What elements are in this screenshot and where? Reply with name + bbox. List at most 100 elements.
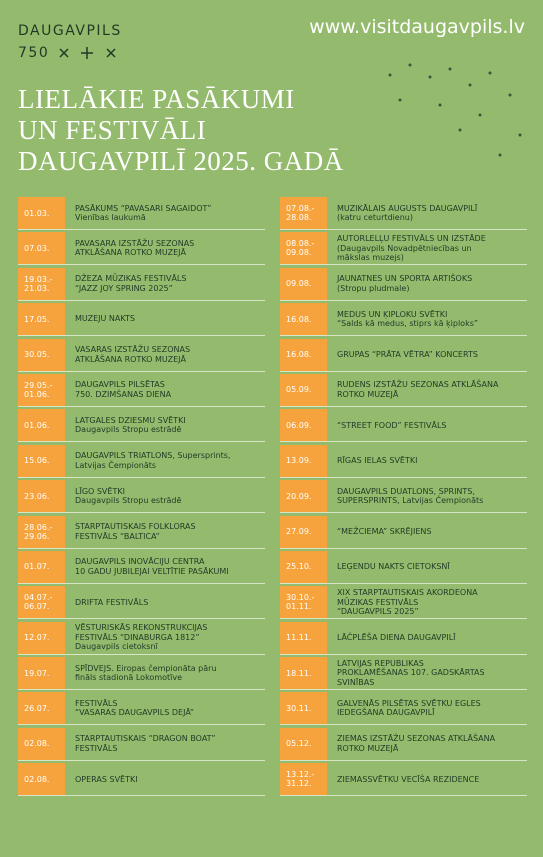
event-row: 27.09. “MEŽCIEMA” SKRĒJIENS (280, 515, 527, 549)
decoration (388, 63, 522, 157)
event-line: FESTIVĀLS “DINABURGA 1812” (75, 632, 200, 642)
event-line: DŽEZA MŪZIKAS FESTIVĀLS (75, 274, 187, 284)
event-row: 28.06.- 29.06. STARPTAUTISKAIS FOLKLORAS FE… (18, 515, 265, 549)
date: 30.10.- (286, 593, 315, 603)
date-box: 26.07. (18, 692, 65, 725)
date-box: 17.05. (18, 303, 65, 336)
event-text: LATGALES DZIESMU SVĒTKI Daugavpils Stropu… (65, 409, 265, 441)
date-box: 28.06.- 29.06. (18, 515, 65, 548)
event-line: AUTORLELĻU FESTIVĀLS UN IZSTĀDE (337, 234, 486, 244)
event-line: DRIFTA FESTIVĀLS (75, 597, 149, 607)
event-line: “STREET FOOD” FESTIVĀLS (337, 420, 447, 430)
date: 28.06.- (24, 522, 53, 532)
date: 01.03. (24, 208, 50, 218)
date-box: 01.06. (18, 409, 65, 442)
date: 11.11. (286, 633, 312, 643)
date: 12.07. (24, 633, 50, 643)
event-row: 06.09. “STREET FOOD” FESTIVĀLS (280, 409, 527, 443)
event-text: SPĪDVEJS. Eiropas čempionāta pāru fināls … (65, 657, 265, 689)
event-text: RUDENS IZSTĀŽU SEZONAS ATKLĀŠANA ROTKO MU… (327, 374, 527, 406)
event-text: DŽEZA MŪZIKAS FESTIVĀLS “JAZZ JOY SPRING … (65, 268, 265, 300)
date-box: 11.11. (280, 621, 327, 654)
event-text: AUTORLELĻU FESTIVĀLS UN IZSTĀDE (Daugavpi… (327, 232, 527, 264)
event-row: 11.11. LĀČPLĒŠA DIENA DAUGAVPILĪ (280, 621, 527, 655)
title-line: DAUGAVPILĪ 2025. GADĀ (18, 146, 344, 176)
event-line: JAUNATNES UN SPORTA ARTIŠOKS (337, 274, 473, 284)
event-text: “MEŽCIEMA” SKRĒJIENS (327, 516, 527, 548)
event-row: 01.03. PASĀKUMS “PAVASARI SAGAIDOT” Vienīb… (18, 197, 265, 230)
event-row: 07.08.- 28.08. MUZIKĀLAIS AUGUSTS DAUGAVPI… (280, 197, 527, 230)
event-line: MEDUS UN ĶIPLOKU SVĒTKI (337, 309, 448, 319)
event-text: RĪGAS IELAS SVĒTKI (327, 445, 527, 477)
event-line: Daugavpils Stropu estrādē (75, 425, 182, 435)
event-row: 19.07. SPĪDVEJS. Eiropas čempionāta pāru f… (18, 657, 265, 691)
event-row: 02.08. OPERAS SVĒTKI (18, 763, 265, 797)
date-box: 06.09. (280, 409, 327, 442)
date: 26.07. (24, 703, 50, 713)
event-line: PAVASARA IZSTĀŽU SEZONAS (75, 238, 195, 248)
event-line: LATVIJAS REPUBLIKAS (337, 658, 424, 668)
event-line: SUPERSPRINTS, Latvijas Čempionāts (337, 496, 484, 506)
event-line: IEDEGŠANA DAUGAVPILĪ (337, 708, 435, 718)
event-text: LATVIJAS REPUBLIKAS PROKLAMĒŠANAS 107. GA… (327, 657, 527, 689)
title-line: LIELĀKIE PASĀKUMI (18, 84, 295, 114)
event-text: STARPTAUTISKAIS “DRAGON BOAT” FESTIVĀLS (65, 728, 265, 760)
event-text: MUZEJU NAKTS (65, 303, 265, 335)
date-box: 27.09. (280, 515, 327, 548)
date: 21.03. (24, 283, 50, 293)
date: 19.03.- (24, 274, 53, 284)
event-line: FESTIVĀLS “BALTICA” (75, 531, 160, 541)
date: 07.08.- (286, 204, 315, 213)
date-box: 25.10. (280, 550, 327, 583)
date-box: 20.09. (280, 480, 327, 513)
logo-row: 750 (18, 42, 127, 64)
event-line: LĀČPLĒŠA DIENA DAUGAVPILĪ (337, 632, 456, 642)
date: 01.11. (286, 602, 312, 612)
event-text: XIX STARPTAUTISKAIS AKORDEONA MŪZIKAS FES… (327, 586, 527, 618)
event-row: 02.08. STARPTAUTISKAIS “DRAGON BOAT” FESTI… (18, 727, 265, 761)
event-text: OPERAS SVĒTKI (65, 763, 265, 795)
event-line: RUDENS IZSTĀŽU SEZONAS ATKLĀŠANA (337, 380, 499, 390)
event-row: 20.09. DAUGAVPILS DUATLONS, SPRINTS, SUPER… (280, 480, 527, 514)
event-line: “MEŽCIEMA” SKRĒJIENS (337, 526, 432, 536)
date: 09.08. (286, 248, 312, 258)
date: 30.05. (24, 350, 50, 360)
event-row: 17.05. MUZEJU NAKTS (18, 303, 265, 337)
event-text: MEDUS UN ĶIPLOKU SVĒTKI “Salds kā medus, … (327, 303, 527, 335)
event-row: 16.08. GRUPAS “PRĀTA VĒTRA” KONCERTS (280, 338, 527, 372)
date: 31.12. (286, 779, 312, 789)
event-row: 30.05. VASARAS IZSTĀŽU SEZONAS ATKLĀŠANA R… (18, 338, 265, 372)
event-line: STARPTAUTISKAIS FOLKLORAS (75, 522, 196, 532)
event-line: ATKLĀŠANA ROTKO MUZEJĀ (75, 354, 186, 364)
date-box: 30.10.- 01.11. (280, 586, 327, 619)
date: 15.06. (24, 456, 50, 466)
date-box: 29.05.- 01.06. (18, 373, 65, 406)
date: 09.08. (286, 279, 312, 289)
event-line: LEĢENDU NAKTS CIETOKSNĪ (337, 562, 450, 572)
event-text: DAUGAVPILS TRIATLONS, Supersprints, Latvi… (65, 445, 265, 477)
event-row: 01.07. DAUGAVPILS INOVĀCIJU CENTRA 10 GADU… (18, 550, 265, 584)
date-box: 19.07. (18, 657, 65, 690)
date: 20.09. (286, 491, 312, 501)
date-box: 02.08. (18, 763, 65, 796)
date-box: 16.08. (280, 303, 327, 336)
event-line: DAUGAVPILS PILSĒTAS (75, 380, 165, 390)
logo-icons (59, 47, 116, 59)
date: 05.09. (286, 385, 312, 395)
event-line: RĪGAS IELAS SVĒTKI (337, 455, 418, 465)
date: 19.07. (24, 668, 50, 678)
date-box: 02.08. (18, 727, 65, 760)
date: 07.03. (24, 243, 50, 253)
event-line: PROKLAMĒŠANAS 107. GADSKĀRTAS (337, 668, 485, 678)
event-row: 01.06. LATGALES DZIESMU SVĒTKI Daugavpils … (18, 409, 265, 443)
event-line: GALVENĀS PILSĒTAS SVĒTKU EGLES (337, 698, 481, 708)
event-row: 07.03. PAVASARA IZSTĀŽU SEZONAS ATKLĀŠANA … (18, 232, 265, 266)
date: 29.05.- (24, 380, 53, 390)
event-line: ZIEMAS IZSTĀŽU SEZONAS ATKLĀŠANA (337, 734, 496, 744)
date-box: 12.07. (18, 621, 65, 654)
event-row: 23.06. LĪGO SVĒTKI Daugavpils Stropu estrā… (18, 480, 265, 514)
event-line: “JAZZ JOY SPRING 2025” (75, 283, 173, 293)
logo: DAUGAVPILS 750 (18, 20, 127, 64)
date-box: 13.09. (280, 444, 327, 477)
